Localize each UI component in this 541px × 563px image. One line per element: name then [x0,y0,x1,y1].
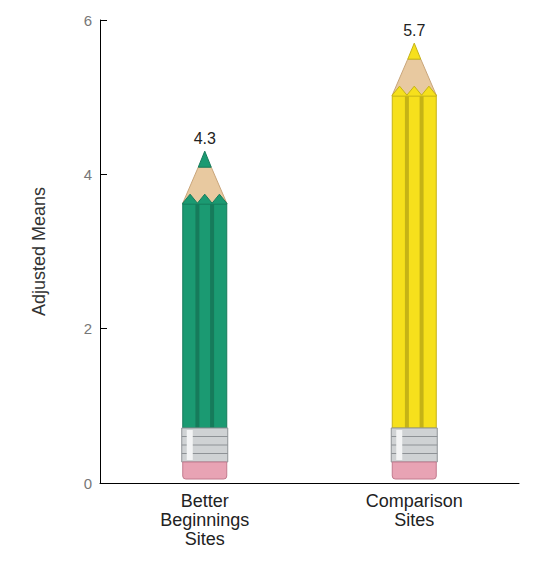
svg-text:Comparison: Comparison [366,491,463,511]
svg-text:4: 4 [84,166,92,183]
svg-text:5.7: 5.7 [403,22,425,39]
svg-text:2: 2 [84,320,92,337]
svg-text:Sites: Sites [394,510,434,530]
svg-text:Adjusted Means: Adjusted Means [29,187,49,316]
svg-text:Beginnings: Beginnings [160,510,249,530]
svg-text:Sites: Sites [185,529,225,549]
svg-text:4.3: 4.3 [194,130,216,147]
svg-text:0: 0 [84,475,92,492]
svg-text:Better: Better [181,491,229,511]
svg-text:6: 6 [84,12,92,29]
